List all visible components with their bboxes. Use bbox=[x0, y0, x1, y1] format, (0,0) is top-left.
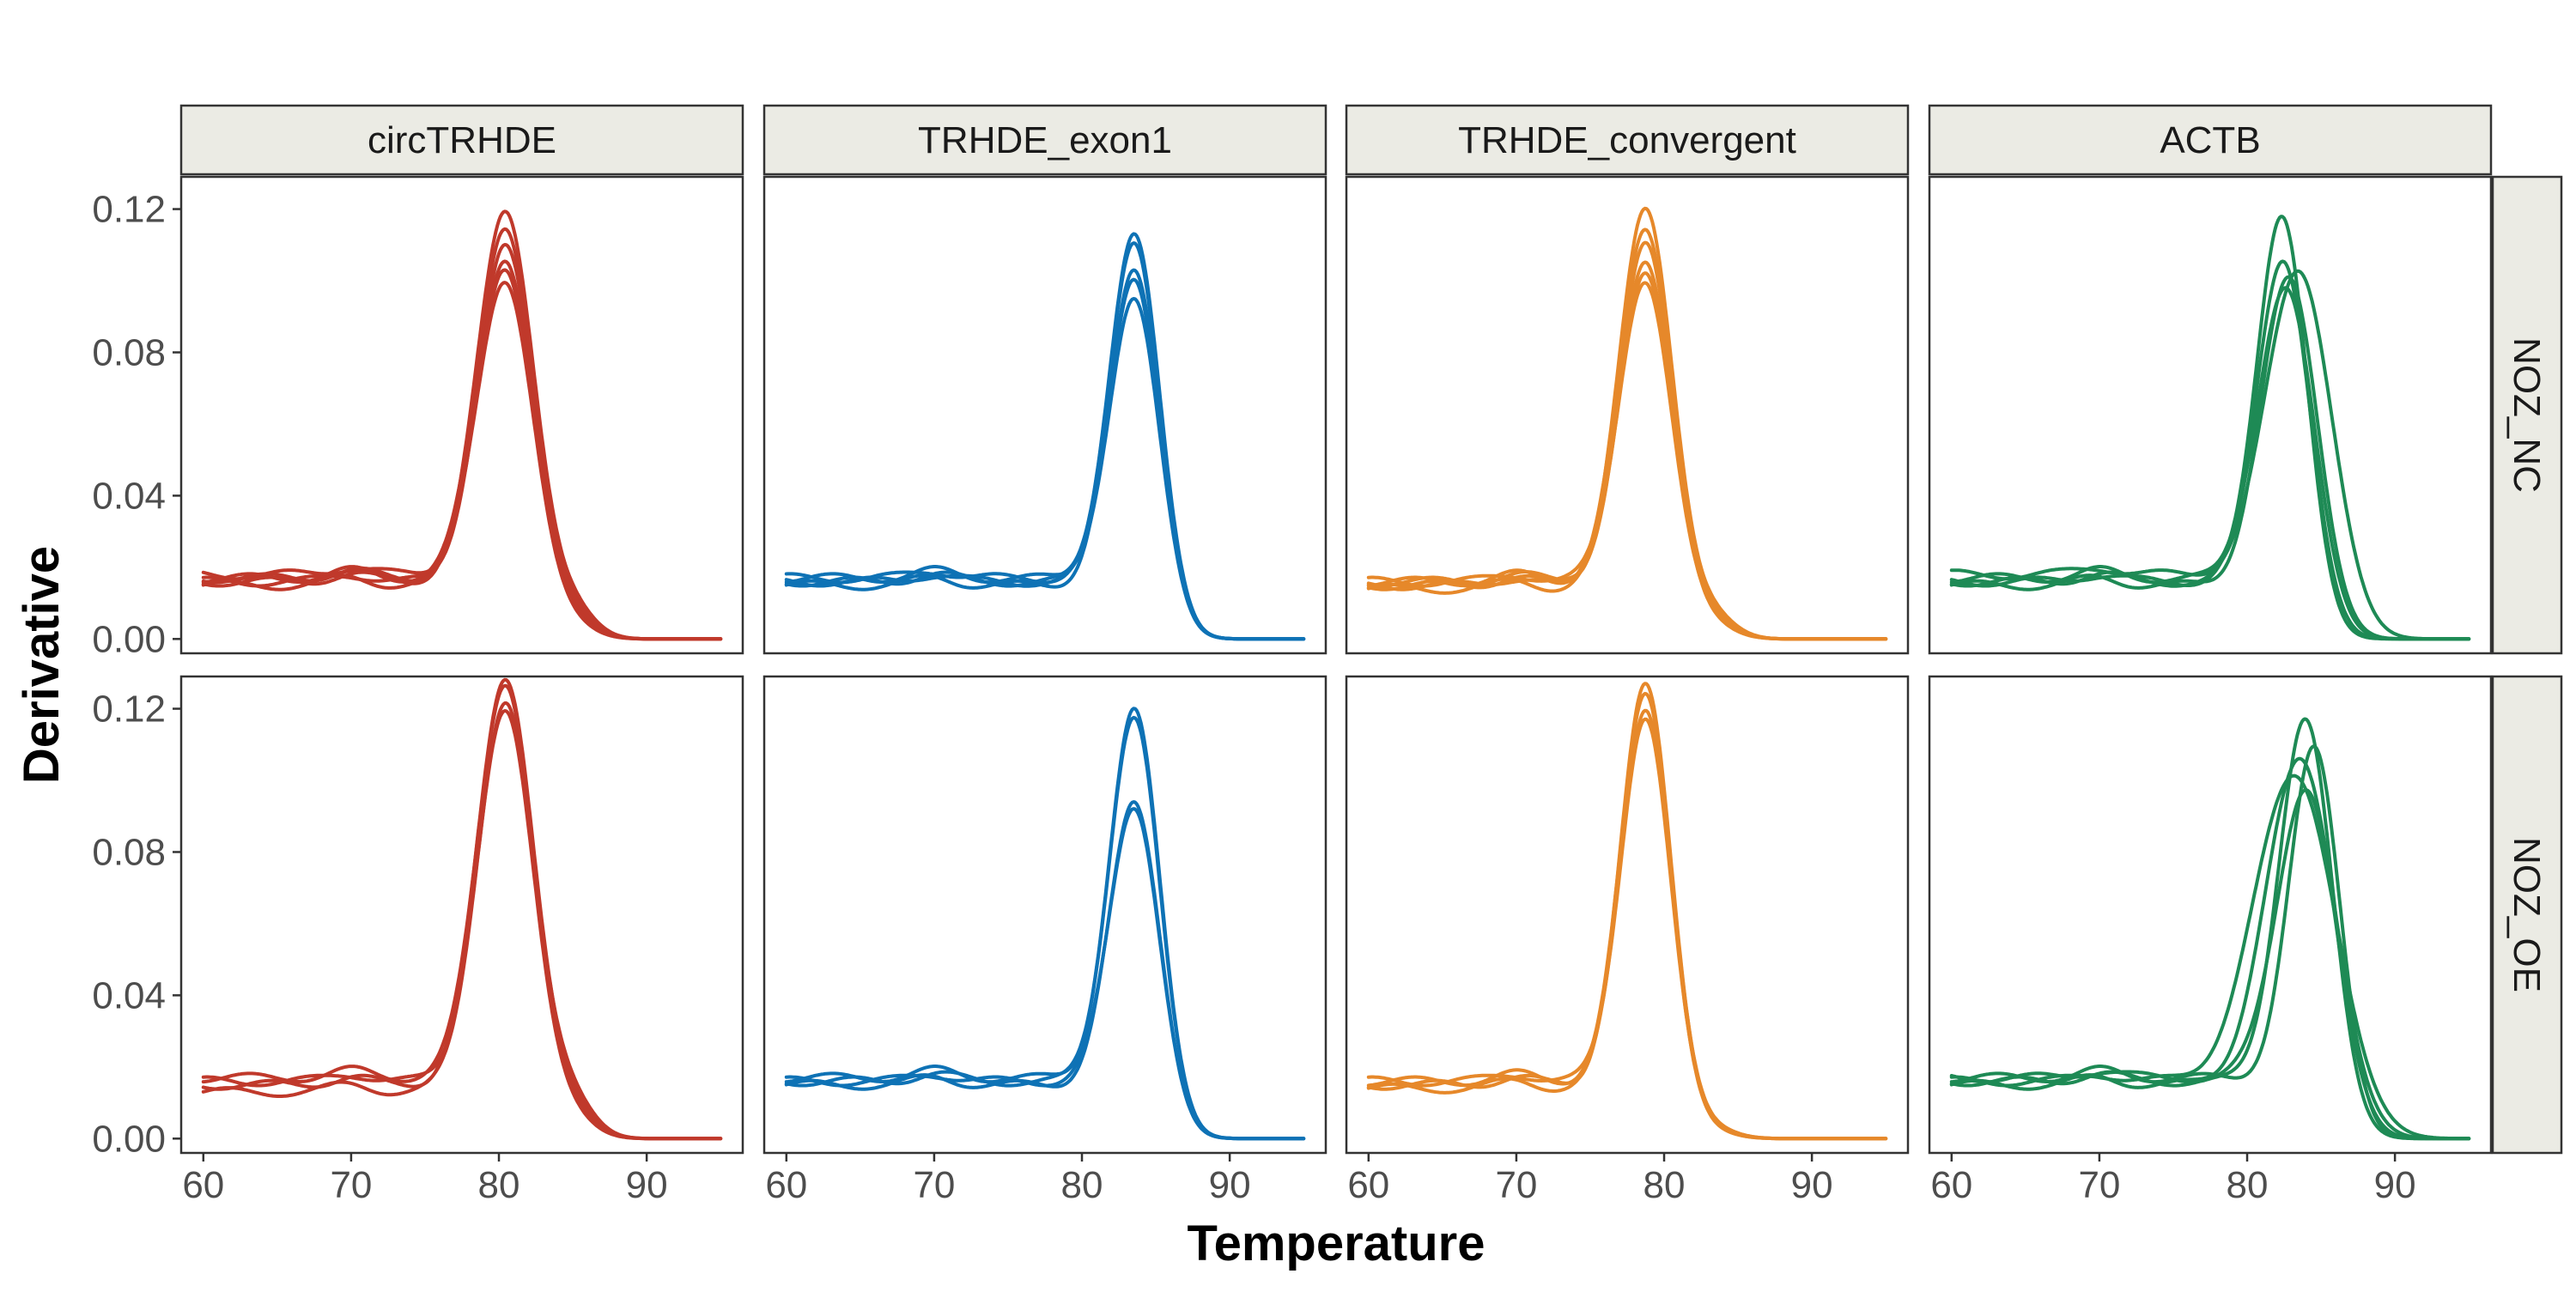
panel-border bbox=[762, 675, 1327, 1155]
facet-strip-circTRHDE bbox=[179, 104, 744, 176]
x-tick-label: 80 bbox=[478, 1164, 520, 1206]
facet-strip-ACTB bbox=[1928, 104, 2493, 176]
facet-row-label: NOZ_NC bbox=[2506, 337, 2548, 493]
panel-border bbox=[1928, 675, 2493, 1155]
y-tick-label: 0.12 bbox=[92, 688, 166, 731]
x-tick-label: 80 bbox=[2227, 1164, 2269, 1206]
y-tick-label: 0.04 bbox=[92, 475, 166, 517]
facet-strip-TRHDE_exon1 bbox=[762, 104, 1327, 176]
melt-curve-circTRHDE-NOZ_OE-4 bbox=[201, 709, 723, 1141]
melt-curve-ACTB-NOZ_OE-5 bbox=[1949, 788, 2471, 1141]
facet-strip-NOZ_NC bbox=[2491, 175, 2563, 655]
x-tick-label: 60 bbox=[182, 1164, 224, 1206]
melt-curve-TRHDE_convergent-NOZ_OE-4 bbox=[1366, 717, 1888, 1141]
panel-border bbox=[179, 675, 744, 1155]
x-tick-label: 70 bbox=[2078, 1164, 2120, 1206]
facet-strip-label: circTRHDE bbox=[368, 119, 556, 161]
x-tick-label: 60 bbox=[1347, 1164, 1389, 1206]
y-axis-label: Derivative bbox=[14, 546, 70, 784]
melt-curve-ACTB-NOZ_OE-4 bbox=[1949, 773, 2471, 1141]
x-tick-label: 90 bbox=[1791, 1164, 1833, 1206]
melt-curve-ACTB-NOZ_NC-4 bbox=[1949, 269, 2471, 641]
x-axis-label: Temperature bbox=[1187, 1216, 1485, 1271]
panel-border bbox=[1345, 675, 1910, 1155]
melt-curve-circTRHDE-NOZ_NC-6 bbox=[201, 281, 723, 641]
panel-border bbox=[1345, 175, 1910, 655]
y-tick-label: 0.08 bbox=[92, 331, 166, 373]
facet-strip-label: TRHDE_convergent bbox=[1458, 119, 1796, 161]
x-tick-label: 80 bbox=[1643, 1164, 1686, 1206]
x-tick-label: 70 bbox=[330, 1164, 372, 1206]
facet-strip-TRHDE_convergent bbox=[1345, 104, 1910, 176]
x-tick-label: 70 bbox=[913, 1164, 955, 1206]
x-tick-label: 60 bbox=[1930, 1164, 1972, 1206]
facet-strip-label: ACTB bbox=[2160, 119, 2260, 161]
y-tick-label: 0.12 bbox=[92, 189, 166, 231]
melt-curve-TRHDE_exon1-NOZ_NC-5 bbox=[784, 296, 1306, 641]
x-tick-label: 70 bbox=[1495, 1164, 1537, 1206]
y-tick-label: 0.00 bbox=[92, 1118, 166, 1160]
x-tick-label: 90 bbox=[626, 1164, 668, 1206]
x-tick-label: 60 bbox=[765, 1164, 807, 1206]
x-tick-label: 90 bbox=[2374, 1164, 2416, 1206]
facet-strip-NOZ_OE bbox=[2491, 675, 2563, 1155]
x-tick-label: 90 bbox=[1209, 1164, 1251, 1206]
facet-strip-label: TRHDE_exon1 bbox=[918, 119, 1172, 161]
x-tick-label: 80 bbox=[1061, 1164, 1103, 1206]
melt-curve-TRHDE_exon1-NOZ_OE-4 bbox=[784, 807, 1306, 1141]
melt-curve-TRHDE_convergent-NOZ_NC-6 bbox=[1366, 281, 1888, 641]
y-tick-label: 0.08 bbox=[92, 831, 166, 873]
facet-row-label: NOZ_OE bbox=[2506, 837, 2548, 992]
panel-border bbox=[179, 175, 744, 655]
melt-curve-ACTB-NOZ_OE-3 bbox=[1949, 756, 2471, 1141]
y-tick-label: 0.04 bbox=[92, 974, 166, 1016]
melt-curve-ACTB-NOZ_NC-5 bbox=[1949, 286, 2471, 641]
y-tick-label: 0.00 bbox=[92, 618, 166, 660]
